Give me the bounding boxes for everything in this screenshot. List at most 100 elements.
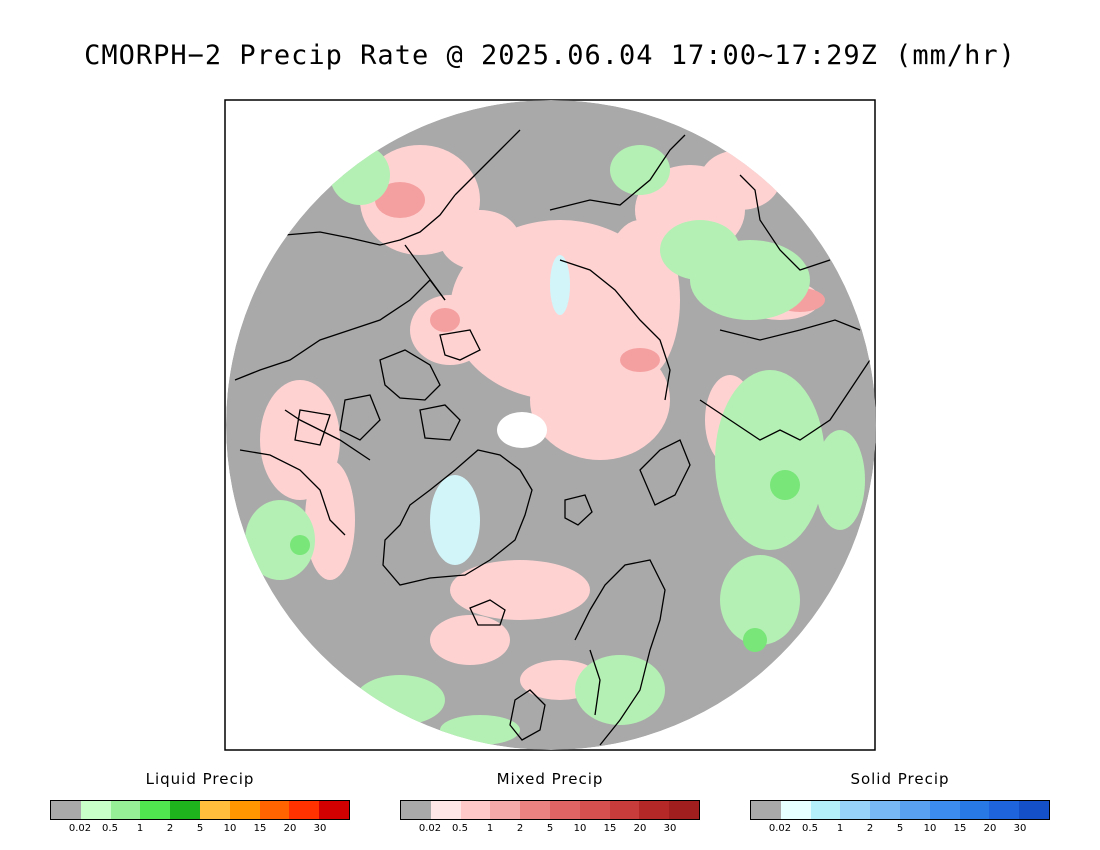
legend-swatch bbox=[199, 801, 230, 819]
precip-region bbox=[375, 182, 425, 218]
legend-tick-label: 10 bbox=[573, 823, 587, 834]
precip-region bbox=[770, 470, 800, 500]
precip-region bbox=[290, 535, 310, 555]
legend-liquid-title: Liquid Precip bbox=[145, 770, 255, 788]
iceland-coast bbox=[469, 599, 506, 626]
legend-swatch bbox=[1019, 801, 1049, 819]
legend-tick-label: 20 bbox=[983, 823, 997, 834]
legend-swatch bbox=[899, 801, 930, 819]
legend-swatch bbox=[870, 801, 900, 819]
legend-swatch bbox=[110, 801, 141, 819]
legend-tick-label: 10 bbox=[223, 823, 237, 834]
precip-region bbox=[245, 500, 315, 580]
legend-tick-label: 2 bbox=[166, 823, 174, 834]
legend-liquid-colorbar bbox=[50, 800, 350, 820]
precip-region bbox=[815, 430, 865, 530]
precip-region bbox=[550, 255, 570, 315]
legend-liquid-ticks: 0.02 0.5 1 2 5 10 15 20 30 bbox=[50, 823, 350, 837]
legend-tick-label: 5 bbox=[896, 823, 904, 834]
british-isles-coast bbox=[509, 689, 546, 741]
legend-swatch bbox=[401, 801, 431, 819]
legend-tick-label: 5 bbox=[546, 823, 554, 834]
legend-tick-label: 30 bbox=[313, 823, 327, 834]
polar-precip-map bbox=[224, 99, 876, 751]
legend-tick-label: 20 bbox=[283, 823, 297, 834]
legend-mixed-ticks: 0.02 0.5 1 2 5 10 15 20 30 bbox=[400, 823, 700, 837]
legend-mixed-colorbar bbox=[400, 800, 700, 820]
legend-tick-label: 2 bbox=[516, 823, 524, 834]
precip-region bbox=[610, 145, 670, 195]
legend-tick-label: 0.5 bbox=[802, 823, 818, 834]
legend-tick-label: 15 bbox=[953, 823, 967, 834]
legend-swatch bbox=[929, 801, 960, 819]
legend-swatch bbox=[460, 801, 491, 819]
legend-tick-label: 0.5 bbox=[102, 823, 118, 834]
legend-swatch bbox=[289, 801, 320, 819]
siberia-coast bbox=[454, 129, 686, 401]
legend-swatch bbox=[140, 801, 171, 819]
precip-region bbox=[430, 475, 480, 565]
legend-swatch bbox=[609, 801, 640, 819]
legend-swatch bbox=[780, 801, 811, 819]
legend-tick-label: 0.02 bbox=[418, 823, 442, 834]
legend-swatch bbox=[170, 801, 200, 819]
precip-region bbox=[430, 308, 460, 332]
legend-swatch bbox=[51, 801, 81, 819]
legend-swatch bbox=[259, 801, 290, 819]
legend-tick-label: 15 bbox=[603, 823, 617, 834]
legend-tick-label: 0.02 bbox=[68, 823, 92, 834]
precip-region bbox=[450, 560, 590, 620]
scandinavia-coast bbox=[574, 559, 666, 746]
legend-tick-label: 30 bbox=[663, 823, 677, 834]
legend-swatch bbox=[810, 801, 841, 819]
legend-swatch bbox=[639, 801, 670, 819]
legend-tick-label: 2 bbox=[866, 823, 874, 834]
precip-region bbox=[660, 220, 740, 280]
precip-region bbox=[620, 348, 660, 372]
chart-title: CMORPH−2 Precip Rate @ 2025.06.04 17:00~… bbox=[84, 40, 1016, 71]
legend-tick-label: 30 bbox=[1013, 823, 1027, 834]
precip-region bbox=[575, 655, 665, 725]
legend-solid: Solid Precip 0.02 0.5 1 2 5 10 15 20 30 bbox=[750, 770, 1050, 837]
legend-solid-colorbar bbox=[750, 800, 1050, 820]
legend-swatch bbox=[490, 801, 521, 819]
legend-swatch bbox=[549, 801, 580, 819]
legend-swatch bbox=[840, 801, 871, 819]
legend-tick-label: 1 bbox=[136, 823, 144, 834]
legend-mixed-title: Mixed Precip bbox=[496, 770, 604, 788]
legend-solid-ticks: 0.02 0.5 1 2 5 10 15 20 30 bbox=[750, 823, 1050, 837]
legend-tick-label: 20 bbox=[633, 823, 647, 834]
legend-tick-label: 0.5 bbox=[452, 823, 468, 834]
legend-swatch bbox=[430, 801, 461, 819]
legend-swatch bbox=[669, 801, 699, 819]
legend-mixed: Mixed Precip 0.02 0.5 1 2 5 10 15 20 30 bbox=[400, 770, 700, 837]
legend-swatch bbox=[229, 801, 260, 819]
legend-tick-label: 5 bbox=[196, 823, 204, 834]
legend-solid-title: Solid Precip bbox=[850, 770, 950, 788]
svalbard-coast bbox=[564, 494, 593, 526]
novaya-zemlya-coast bbox=[639, 439, 691, 506]
north-america-coast bbox=[234, 279, 446, 536]
legend-liquid: Liquid Precip 0.02 0.5 1 2 5 10 15 20 30 bbox=[50, 770, 350, 837]
greenland-coast bbox=[382, 449, 533, 586]
legend-swatch bbox=[80, 801, 111, 819]
eurasia-coast bbox=[699, 174, 871, 441]
legend-tick-label: 15 bbox=[253, 823, 267, 834]
legend-tick-label: 0.02 bbox=[768, 823, 792, 834]
canadian-archipelago-coast bbox=[294, 329, 481, 446]
legend-tick-label: 1 bbox=[486, 823, 494, 834]
coastlines bbox=[234, 129, 871, 746]
precip-region bbox=[720, 555, 800, 645]
precip-region bbox=[430, 615, 510, 665]
legend-tick-label: 1 bbox=[836, 823, 844, 834]
alaska-coast bbox=[284, 194, 456, 301]
legend-swatch bbox=[959, 801, 990, 819]
precip-region bbox=[715, 370, 825, 550]
legend-swatch bbox=[520, 801, 550, 819]
precip-region bbox=[743, 628, 767, 652]
legend-tick-label: 10 bbox=[923, 823, 937, 834]
legend-swatch bbox=[989, 801, 1020, 819]
legend-swatch bbox=[319, 801, 349, 819]
legend-swatch bbox=[579, 801, 610, 819]
legend-swatch bbox=[751, 801, 781, 819]
